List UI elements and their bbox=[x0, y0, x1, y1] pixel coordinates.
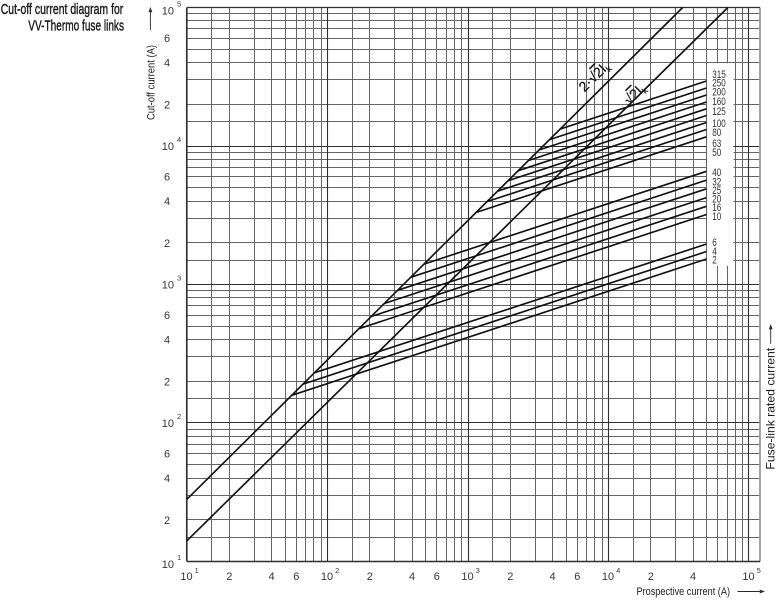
svg-text:VV-Thermo fuse links: VV-Thermo fuse links bbox=[28, 19, 124, 35]
svg-text:2: 2 bbox=[164, 515, 170, 527]
svg-text:Prospective current (A): Prospective current (A) bbox=[637, 586, 731, 598]
svg-text:6: 6 bbox=[574, 571, 580, 583]
svg-text:2: 2 bbox=[164, 99, 170, 111]
svg-text:6: 6 bbox=[434, 571, 440, 583]
svg-text:Fuse-link rated current: Fuse-link rated current bbox=[764, 347, 778, 469]
svg-text:100: 100 bbox=[712, 118, 726, 130]
svg-text:2: 2 bbox=[507, 571, 513, 583]
svg-text:4: 4 bbox=[712, 246, 717, 258]
svg-text:Cut-off current diagram for: Cut-off current diagram for bbox=[1, 2, 124, 18]
svg-text:16: 16 bbox=[712, 202, 721, 214]
svg-text:2: 2 bbox=[164, 238, 170, 250]
svg-text:63: 63 bbox=[712, 138, 721, 150]
svg-text:6: 6 bbox=[164, 33, 170, 45]
svg-text:Cut-off current (A): Cut-off current (A) bbox=[146, 45, 158, 120]
svg-text:6: 6 bbox=[293, 571, 299, 583]
svg-text:6: 6 bbox=[164, 449, 170, 461]
svg-text:25: 25 bbox=[712, 185, 721, 197]
svg-text:4: 4 bbox=[164, 335, 170, 347]
svg-text:6: 6 bbox=[164, 172, 170, 184]
svg-text:125: 125 bbox=[712, 106, 726, 118]
svg-text:315: 315 bbox=[712, 69, 726, 81]
svg-text:250: 250 bbox=[712, 77, 726, 89]
svg-text:4: 4 bbox=[550, 571, 556, 583]
svg-text:4: 4 bbox=[164, 196, 170, 208]
svg-text:2: 2 bbox=[164, 376, 170, 388]
svg-text:50: 50 bbox=[712, 147, 721, 159]
svg-text:2: 2 bbox=[648, 571, 654, 583]
svg-text:4: 4 bbox=[690, 571, 696, 583]
svg-text:2: 2 bbox=[712, 255, 717, 267]
svg-text:6: 6 bbox=[164, 310, 170, 322]
svg-text:4: 4 bbox=[269, 571, 275, 583]
svg-text:200: 200 bbox=[712, 87, 726, 99]
svg-text:4: 4 bbox=[164, 58, 170, 70]
svg-text:40: 40 bbox=[712, 167, 721, 179]
svg-text:6: 6 bbox=[712, 237, 717, 249]
svg-text:10: 10 bbox=[712, 211, 721, 223]
svg-text:160: 160 bbox=[712, 96, 726, 108]
svg-text:80: 80 bbox=[712, 127, 721, 139]
svg-text:2: 2 bbox=[226, 571, 232, 583]
svg-text:2: 2 bbox=[367, 571, 373, 583]
svg-text:4: 4 bbox=[409, 571, 415, 583]
svg-text:20: 20 bbox=[712, 193, 721, 205]
svg-text:32: 32 bbox=[712, 177, 721, 189]
svg-text:4: 4 bbox=[164, 473, 170, 485]
